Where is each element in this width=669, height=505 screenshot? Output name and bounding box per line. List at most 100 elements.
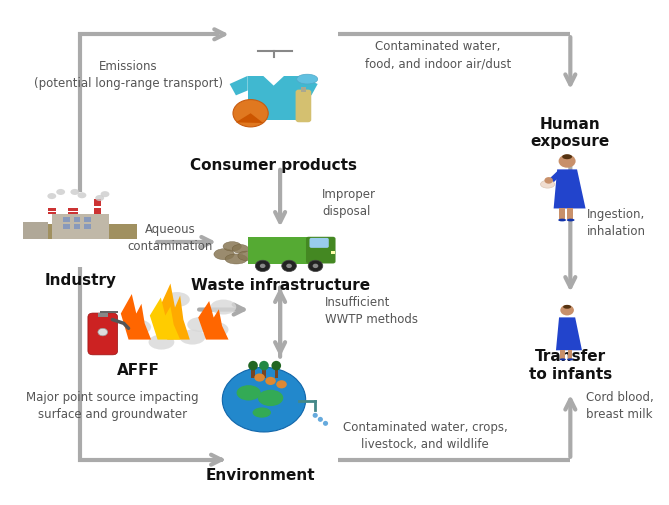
FancyBboxPatch shape	[252, 369, 255, 378]
Ellipse shape	[238, 251, 255, 261]
Ellipse shape	[157, 305, 182, 320]
Text: Emissions
(potential long-range transport): Emissions (potential long-range transpor…	[34, 60, 223, 90]
Ellipse shape	[312, 413, 318, 418]
Ellipse shape	[318, 417, 323, 422]
FancyBboxPatch shape	[561, 350, 565, 359]
Ellipse shape	[211, 300, 236, 315]
Ellipse shape	[47, 193, 56, 199]
Text: Human
exposure: Human exposure	[531, 117, 610, 149]
Ellipse shape	[560, 359, 566, 361]
FancyBboxPatch shape	[48, 209, 56, 215]
FancyBboxPatch shape	[74, 217, 80, 222]
Ellipse shape	[56, 189, 65, 195]
Ellipse shape	[223, 242, 242, 251]
Circle shape	[312, 264, 318, 269]
Circle shape	[545, 178, 553, 184]
Text: Aqueous
contamination: Aqueous contamination	[128, 223, 213, 252]
Text: Improper
disposal: Improper disposal	[322, 187, 376, 218]
Ellipse shape	[232, 245, 248, 254]
Ellipse shape	[562, 155, 572, 160]
FancyBboxPatch shape	[568, 350, 573, 359]
FancyBboxPatch shape	[296, 90, 311, 123]
Ellipse shape	[258, 390, 283, 407]
Ellipse shape	[561, 157, 573, 167]
FancyBboxPatch shape	[63, 217, 70, 222]
Ellipse shape	[187, 318, 213, 332]
Circle shape	[98, 329, 108, 336]
Ellipse shape	[323, 421, 328, 426]
Polygon shape	[150, 298, 180, 340]
Polygon shape	[198, 301, 229, 340]
Text: AFFF: AFFF	[117, 363, 160, 377]
FancyBboxPatch shape	[100, 312, 118, 314]
Ellipse shape	[95, 195, 104, 201]
Ellipse shape	[567, 219, 575, 222]
FancyBboxPatch shape	[88, 314, 118, 355]
FancyBboxPatch shape	[98, 314, 108, 318]
FancyBboxPatch shape	[94, 199, 102, 215]
Ellipse shape	[272, 361, 281, 371]
Ellipse shape	[248, 361, 258, 371]
Text: Cord blood,
breast milk: Cord blood, breast milk	[587, 390, 654, 420]
Text: Contaminated water,
food, and indoor air/dust: Contaminated water, food, and indoor air…	[365, 40, 511, 70]
Polygon shape	[544, 172, 561, 187]
FancyBboxPatch shape	[63, 225, 70, 230]
Polygon shape	[236, 114, 263, 124]
FancyBboxPatch shape	[262, 369, 266, 378]
Ellipse shape	[203, 322, 229, 337]
Ellipse shape	[100, 192, 110, 198]
Ellipse shape	[149, 335, 175, 350]
Ellipse shape	[179, 330, 205, 345]
Ellipse shape	[259, 361, 269, 371]
FancyBboxPatch shape	[248, 77, 300, 121]
Polygon shape	[556, 318, 582, 350]
Ellipse shape	[125, 320, 151, 335]
FancyBboxPatch shape	[248, 237, 309, 264]
Circle shape	[260, 264, 266, 269]
FancyBboxPatch shape	[274, 369, 278, 378]
Text: Contaminated water, crops,
livestock, and wildlife: Contaminated water, crops, livestock, an…	[343, 420, 508, 450]
FancyBboxPatch shape	[84, 217, 91, 222]
Text: Environment: Environment	[206, 467, 316, 482]
FancyBboxPatch shape	[331, 251, 335, 255]
Text: Ingestion,
inhalation: Ingestion, inhalation	[587, 208, 646, 237]
Circle shape	[256, 261, 270, 272]
Circle shape	[559, 155, 575, 168]
Text: Industry: Industry	[44, 273, 116, 287]
FancyBboxPatch shape	[84, 225, 91, 230]
FancyBboxPatch shape	[94, 206, 102, 209]
Ellipse shape	[214, 249, 234, 260]
Circle shape	[308, 261, 323, 272]
Polygon shape	[263, 77, 284, 86]
Ellipse shape	[164, 292, 190, 308]
FancyBboxPatch shape	[310, 238, 328, 248]
FancyBboxPatch shape	[306, 237, 336, 264]
Ellipse shape	[225, 255, 248, 265]
FancyBboxPatch shape	[23, 223, 48, 239]
Polygon shape	[554, 170, 585, 209]
Ellipse shape	[253, 408, 271, 418]
FancyBboxPatch shape	[301, 88, 306, 93]
Ellipse shape	[558, 219, 566, 222]
Text: Transfer
to infants: Transfer to infants	[529, 349, 612, 381]
Circle shape	[276, 380, 287, 389]
Circle shape	[286, 264, 292, 269]
Ellipse shape	[237, 385, 261, 400]
Circle shape	[282, 261, 296, 272]
Polygon shape	[121, 294, 151, 340]
Text: Insufficient
WWTP methods: Insufficient WWTP methods	[325, 295, 418, 325]
Ellipse shape	[78, 193, 86, 199]
Polygon shape	[300, 77, 318, 96]
FancyBboxPatch shape	[559, 209, 565, 220]
Circle shape	[561, 306, 574, 316]
Ellipse shape	[541, 181, 555, 189]
Text: Waste infrastructure: Waste infrastructure	[191, 277, 370, 292]
Ellipse shape	[567, 359, 573, 361]
Ellipse shape	[297, 75, 318, 85]
FancyBboxPatch shape	[68, 209, 78, 215]
Polygon shape	[229, 77, 248, 96]
FancyBboxPatch shape	[567, 209, 573, 220]
Circle shape	[254, 374, 265, 382]
FancyBboxPatch shape	[74, 225, 80, 230]
Text: Major point source impacting
surface and groundwater: Major point source impacting surface and…	[26, 390, 199, 420]
